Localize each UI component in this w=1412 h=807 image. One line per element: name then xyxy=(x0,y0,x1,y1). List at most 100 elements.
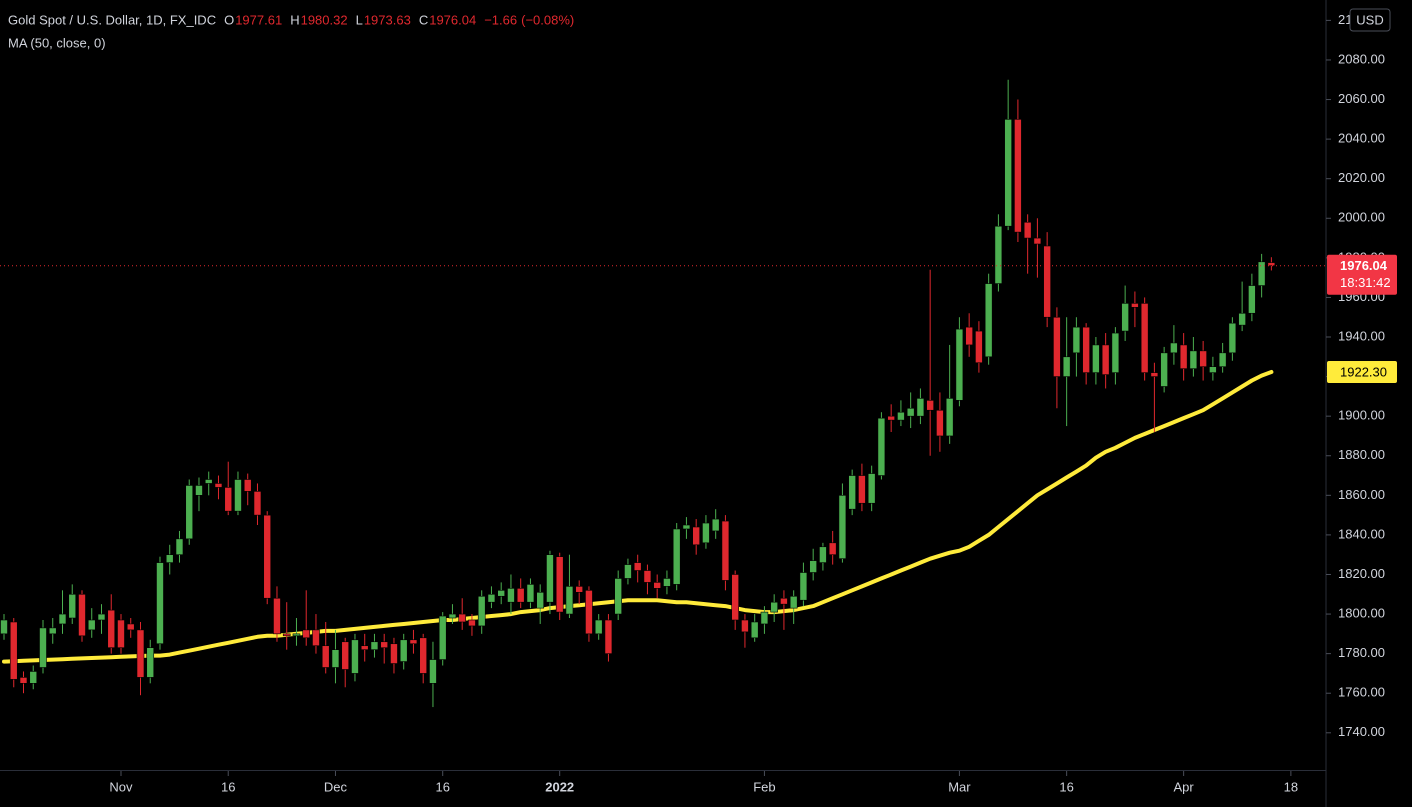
candle-body xyxy=(497,590,506,597)
candle-body xyxy=(282,633,291,637)
moving-average xyxy=(2,370,1274,664)
y-tick-label: 2020.00 xyxy=(1338,170,1385,185)
y-tick-label: 2040.00 xyxy=(1338,131,1385,146)
candle-body xyxy=(682,524,691,530)
y-tick-label: 1840.00 xyxy=(1338,526,1385,541)
price-tag xyxy=(1327,254,1397,295)
candle-body xyxy=(243,479,252,492)
candle-body xyxy=(1072,326,1081,354)
candle-body xyxy=(624,564,632,579)
candle-body xyxy=(750,621,759,639)
candle-body xyxy=(1170,342,1178,354)
candle-body xyxy=(565,586,574,615)
candle-body xyxy=(390,643,398,664)
candle-body xyxy=(819,546,827,563)
candle-body xyxy=(604,619,613,654)
price-tag-value: 1976.04 xyxy=(1340,258,1388,273)
y-tick-label: 1900.00 xyxy=(1338,408,1385,423)
candle-body xyxy=(731,574,739,621)
candle-body xyxy=(273,597,281,635)
candle-body xyxy=(672,528,681,585)
ohlc-value: 1977.61 xyxy=(235,12,282,27)
currency-label: USD xyxy=(1356,12,1383,27)
candle-body xyxy=(253,491,262,516)
candle-body xyxy=(1267,262,1276,266)
candle-body xyxy=(68,593,77,619)
y-tick-label: 1800.00 xyxy=(1338,605,1385,620)
candle-body xyxy=(975,330,983,364)
y-tick-label: 2060.00 xyxy=(1338,91,1385,106)
ma-tag-value: 1922.30 xyxy=(1340,364,1387,379)
candle-body xyxy=(458,613,467,623)
candle-body xyxy=(760,611,769,625)
price-tag-countdown: 18:31:42 xyxy=(1340,275,1391,290)
candle-body xyxy=(741,619,749,633)
candle-body xyxy=(195,485,203,496)
y-tick-label: 1820.00 xyxy=(1338,566,1385,581)
x-tick-label: 16 xyxy=(1059,779,1073,794)
candle-body xyxy=(575,586,583,593)
candle-body xyxy=(643,570,652,583)
y-tick-label: 1780.00 xyxy=(1338,645,1385,660)
candle-body xyxy=(887,415,895,421)
candle-body xyxy=(1082,326,1090,373)
candle-body xyxy=(789,595,798,609)
candle-body xyxy=(1004,119,1012,227)
candle-body xyxy=(1209,366,1217,373)
candle-body xyxy=(380,641,389,649)
candle-body xyxy=(984,283,993,358)
candle-body xyxy=(1238,312,1246,326)
candle-body xyxy=(702,522,710,544)
candle-body xyxy=(419,637,428,674)
candle-body xyxy=(546,554,554,603)
candle-body xyxy=(175,538,184,555)
candle-body xyxy=(448,613,457,619)
candle-body xyxy=(312,629,320,647)
candle-body xyxy=(438,615,447,660)
candle-body xyxy=(477,595,486,627)
candle-body xyxy=(848,475,856,510)
candle-body xyxy=(1228,322,1237,354)
candle-body xyxy=(1023,221,1032,239)
candle-body xyxy=(0,619,8,635)
candle-body xyxy=(351,639,359,674)
candle-body xyxy=(1199,350,1207,367)
candle-body xyxy=(780,597,788,605)
candle-body xyxy=(468,619,476,627)
candle-body xyxy=(614,578,622,615)
candle-body xyxy=(1179,344,1188,369)
y-tick-label: 1760.00 xyxy=(1338,685,1385,700)
candle-body xyxy=(1189,350,1198,369)
ohlc-label: O xyxy=(224,12,234,27)
candle-body xyxy=(370,641,379,650)
candle-body xyxy=(224,487,233,512)
candle-body xyxy=(58,613,67,625)
candle-body xyxy=(48,627,57,635)
candle-body xyxy=(653,582,661,589)
candle-body xyxy=(1121,303,1129,332)
candle-body xyxy=(516,588,525,603)
y-tick-label: 1740.00 xyxy=(1338,724,1385,739)
candle-body xyxy=(87,619,96,631)
x-tick-label: 16 xyxy=(221,779,235,794)
candle-body xyxy=(536,591,544,609)
candle-body xyxy=(29,671,38,684)
candle-body xyxy=(409,639,418,645)
candle-body xyxy=(867,473,876,504)
candle-body xyxy=(78,593,86,637)
candle-body xyxy=(1053,316,1061,377)
candle-body xyxy=(341,641,350,670)
candle-body xyxy=(321,645,330,668)
candle-body xyxy=(156,562,164,645)
x-tick-label: 18 xyxy=(1284,779,1298,794)
x-tick-label: Dec xyxy=(324,779,348,794)
candle-body xyxy=(302,629,311,639)
candle-body xyxy=(429,659,437,684)
candle-body xyxy=(906,407,915,417)
candle-body xyxy=(663,578,671,587)
candle-body xyxy=(633,562,642,571)
candle-body xyxy=(263,514,272,599)
candle-body xyxy=(214,483,223,488)
ohlc-label: L xyxy=(356,12,363,27)
